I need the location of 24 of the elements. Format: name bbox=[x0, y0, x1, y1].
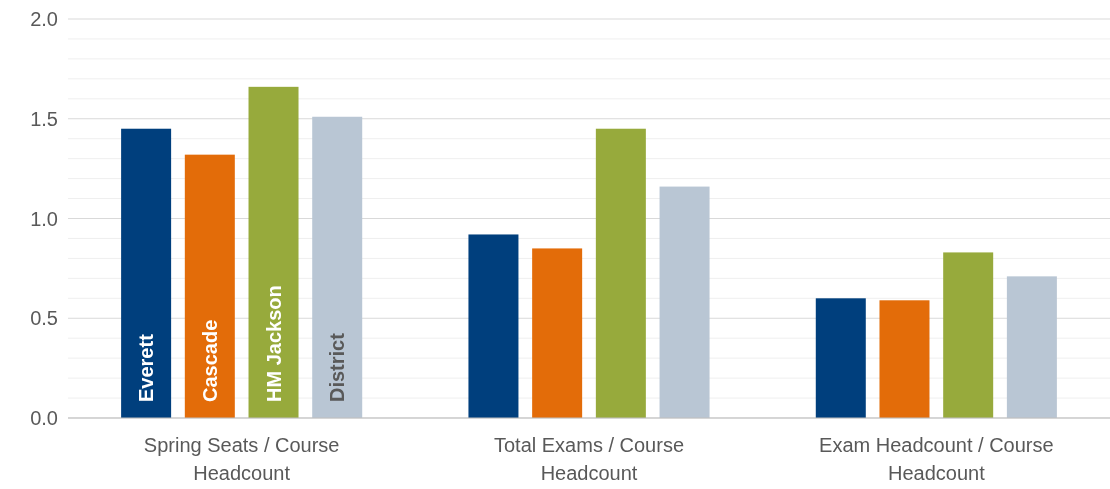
x-tick-label: Total Exams / Course Headcount bbox=[493, 434, 685, 484]
series-label: District bbox=[326, 332, 349, 402]
bar bbox=[121, 128, 172, 418]
bar bbox=[1006, 276, 1057, 418]
y-tick-label: 1.0 bbox=[30, 207, 58, 230]
x-tick-label: Spring Seats / Course Headcount bbox=[143, 434, 340, 484]
y-tick-label: 2.0 bbox=[30, 8, 58, 30]
series-label: HM Jackson bbox=[262, 285, 285, 402]
y-tick-label: 0.0 bbox=[30, 407, 58, 429]
x-tick-label: Exam Headcount / Course Headcount bbox=[819, 434, 1054, 484]
bar bbox=[312, 116, 363, 418]
bar bbox=[532, 248, 583, 418]
y-tick-label: 1.5 bbox=[30, 107, 58, 130]
bar bbox=[595, 128, 646, 418]
y-tick-label: 0.5 bbox=[30, 307, 58, 330]
bar bbox=[943, 252, 994, 418]
bar bbox=[184, 154, 235, 418]
bar bbox=[659, 186, 710, 418]
bar bbox=[815, 298, 866, 418]
bar bbox=[879, 300, 930, 418]
series-label: Everett bbox=[135, 333, 158, 402]
bar bbox=[248, 86, 299, 418]
series-label: Cascade bbox=[198, 319, 221, 402]
bar bbox=[468, 234, 519, 418]
